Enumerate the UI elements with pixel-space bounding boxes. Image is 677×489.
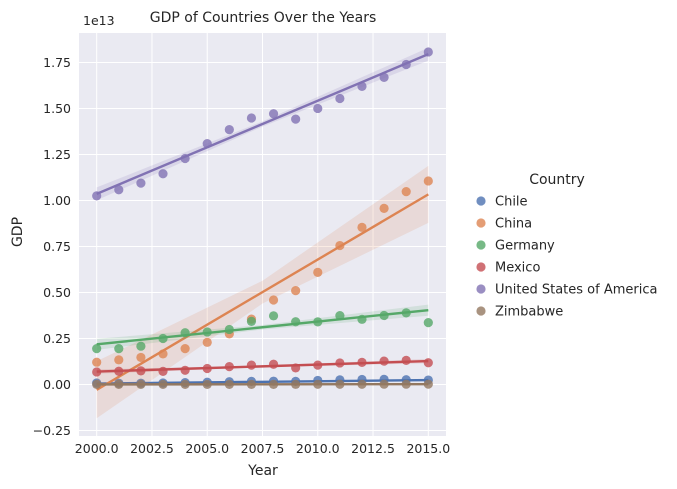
legend-label: China bbox=[495, 217, 532, 232]
data-point bbox=[114, 343, 124, 354]
x-tick-label: 2007.5 bbox=[241, 441, 285, 456]
data-point bbox=[114, 355, 124, 365]
data-point bbox=[423, 358, 433, 368]
legend-marker bbox=[476, 306, 486, 316]
x-axis-label: Year bbox=[247, 463, 278, 479]
data-point bbox=[246, 316, 257, 326]
legend-title: Country bbox=[529, 172, 585, 188]
y-axis-label: GDP bbox=[10, 217, 26, 247]
legend-marker bbox=[476, 284, 486, 294]
data-point bbox=[114, 185, 124, 195]
regression-line bbox=[96, 308, 429, 346]
y-tick-label: 0.75 bbox=[43, 239, 71, 254]
data-point bbox=[291, 286, 301, 296]
data-point bbox=[401, 187, 411, 197]
data-point bbox=[268, 295, 279, 305]
legend-marker bbox=[476, 218, 486, 228]
data-point bbox=[92, 367, 102, 377]
x-tick-label: 2000.0 bbox=[75, 441, 119, 456]
series-group bbox=[92, 304, 433, 354]
data-point bbox=[313, 103, 323, 114]
series-group bbox=[92, 355, 433, 377]
data-point bbox=[136, 178, 146, 188]
y-tick-label: 1.50 bbox=[43, 101, 71, 116]
y-tick-label: 1.00 bbox=[43, 193, 71, 208]
data-point bbox=[423, 318, 433, 328]
data-point bbox=[335, 93, 345, 104]
regression-line bbox=[96, 53, 429, 195]
legend-label: Mexico bbox=[495, 261, 540, 276]
legend-label: Zimbabwe bbox=[495, 305, 563, 320]
data-point bbox=[379, 356, 389, 366]
data-point bbox=[268, 311, 279, 321]
x-tick-label: 2012.5 bbox=[351, 441, 395, 456]
data-point bbox=[291, 114, 301, 124]
data-point bbox=[379, 203, 389, 213]
y-tick-label: 0.50 bbox=[43, 285, 71, 300]
data-point bbox=[423, 176, 433, 186]
legend-label: United States of America bbox=[495, 283, 657, 298]
y-offset-label: 1e13 bbox=[83, 13, 115, 28]
data-point bbox=[158, 366, 168, 377]
data-point bbox=[92, 357, 102, 367]
x-tick-label: 2010.0 bbox=[296, 441, 340, 456]
y-tick-label: 0.25 bbox=[43, 331, 71, 346]
plot-area bbox=[79, 33, 446, 436]
x-tick-label: 2015.0 bbox=[406, 441, 450, 456]
data-point bbox=[268, 359, 279, 369]
legend-label: Chile bbox=[495, 195, 528, 210]
x-tick-label: 2005.0 bbox=[185, 441, 229, 456]
y-tick-label: −0.25 bbox=[33, 423, 71, 438]
axes: −0.25 0.00 0.25 0.50 0.75 1.00 1.25 1.50 1.75 200… bbox=[33, 55, 451, 456]
regression-line bbox=[96, 378, 429, 385]
data-point bbox=[313, 267, 323, 278]
legend-label: Germany bbox=[495, 239, 555, 254]
data-point bbox=[246, 113, 257, 123]
data-point bbox=[357, 222, 367, 232]
regression-line bbox=[96, 193, 429, 391]
x-tick-label: 2002.5 bbox=[130, 441, 174, 456]
data-point bbox=[268, 109, 279, 119]
legend-marker bbox=[476, 196, 486, 206]
series-group bbox=[92, 165, 433, 419]
y-tick-label: 1.75 bbox=[43, 55, 71, 70]
regression-line bbox=[96, 359, 429, 373]
legend-marker bbox=[476, 240, 486, 250]
data-point bbox=[92, 343, 102, 354]
legend-marker bbox=[476, 262, 486, 272]
data-point bbox=[136, 352, 146, 363]
data-point bbox=[180, 343, 190, 354]
data-point bbox=[423, 379, 433, 389]
y-tick-label: 1.25 bbox=[43, 147, 71, 162]
data-point bbox=[224, 125, 234, 135]
legend: Country Chile China Germany Mexico United St… bbox=[476, 172, 657, 320]
series-group bbox=[92, 47, 433, 201]
data-point bbox=[202, 337, 212, 347]
data-point bbox=[180, 365, 190, 375]
data-point bbox=[158, 169, 168, 179]
data-point bbox=[136, 341, 146, 351]
data-point bbox=[401, 355, 411, 365]
y-tick-label: 0.00 bbox=[43, 377, 71, 392]
series-group bbox=[92, 379, 433, 390]
data-point bbox=[246, 360, 257, 370]
chart-title: GDP of Countries Over the Years bbox=[150, 10, 377, 26]
